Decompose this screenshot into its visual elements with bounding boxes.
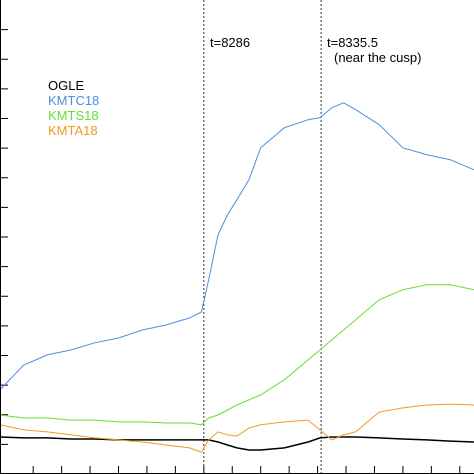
annotation: t=8286 xyxy=(210,35,250,50)
series-line xyxy=(0,403,474,453)
series-line xyxy=(0,284,474,426)
legend-entry: KMTC18 xyxy=(48,93,99,108)
series-line xyxy=(0,436,474,451)
series-line xyxy=(0,102,474,391)
annotation: (near the cusp) xyxy=(334,50,421,65)
annotation: t=8335.5 xyxy=(327,35,378,50)
legend-entry: KMTA18 xyxy=(48,123,98,138)
legend-entry: KMTS18 xyxy=(48,108,99,123)
legend-entry: OGLE xyxy=(48,78,84,93)
